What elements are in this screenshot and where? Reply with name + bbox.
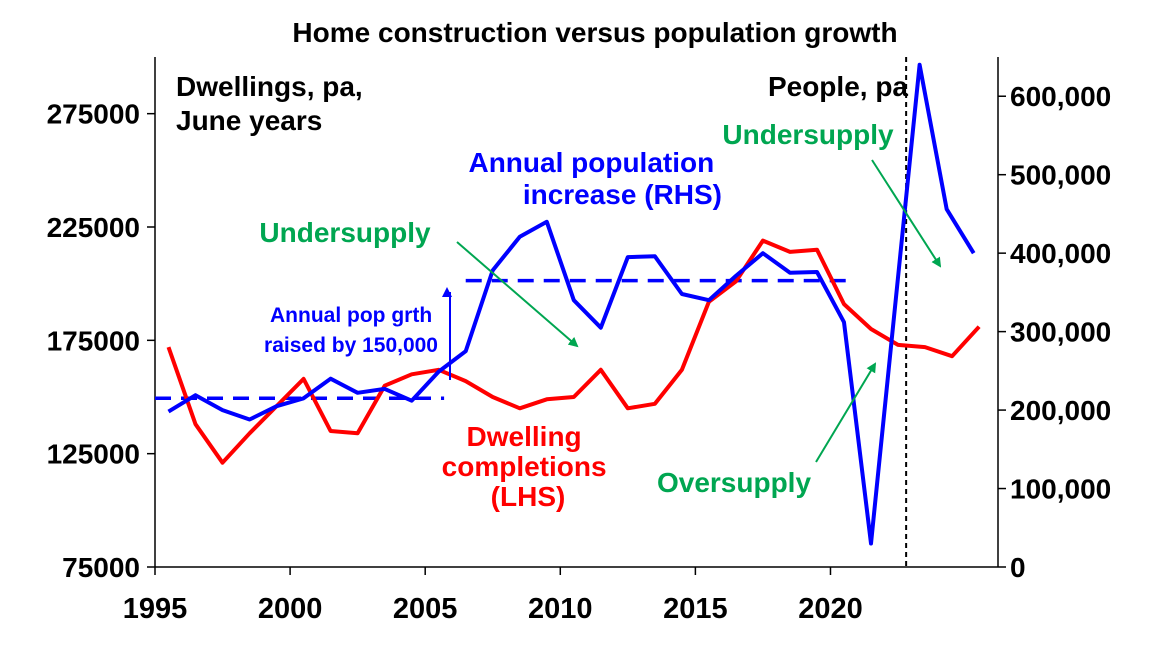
population-increase-line [167, 62, 976, 546]
x-tick-label: 2005 [393, 593, 458, 625]
right-tick-label: 300,000 [1010, 317, 1111, 348]
right-tick-label: 400,000 [1010, 238, 1111, 269]
population-label-line-1: Annual population [468, 147, 714, 178]
dwelling-completions-line [166, 238, 981, 465]
undersupply-arrow-2 [871, 159, 942, 268]
undersupply-label-1: Undersupply [259, 217, 431, 248]
left-tick-label: 175000 [47, 325, 140, 356]
chart-title: Home construction versus population grow… [292, 17, 897, 48]
dwelling-series-label: Dwelling completions (LHS) [442, 421, 615, 512]
oversupply-arrow [815, 362, 877, 463]
pop-growth-note: Annual pop grth raised by 150,000 [264, 304, 438, 357]
right-tick-label: 0 [1010, 552, 1026, 583]
oversupply-label: Oversupply [657, 467, 811, 498]
x-tick-label: 1995 [123, 593, 188, 625]
left-tick-label: 275000 [47, 99, 140, 130]
dwelling-label-line-2: completions [442, 451, 607, 482]
left-tick-label: 75000 [62, 552, 140, 583]
x-axis-ticks: 1995 2000 2005 2010 2015 2020 [123, 567, 863, 625]
undersupply-label-2: Undersupply [722, 119, 894, 150]
population-label-line-2: increase (RHS) [523, 179, 722, 210]
dwelling-label-line-1: Dwelling [467, 421, 582, 452]
x-tick-label: 2010 [528, 593, 593, 625]
left-axis-label-line-2: June years [176, 105, 322, 136]
left-tick-label: 225000 [47, 212, 140, 243]
pop-growth-note-line-2: raised by 150,000 [264, 334, 438, 357]
right-tick-label: 200,000 [1010, 395, 1111, 426]
left-axis-label-line-1: Dwellings, pa, [176, 71, 363, 102]
dwelling-label-line-3: (LHS) [491, 481, 566, 512]
pop-growth-note-line-1: Annual pop grth [270, 304, 432, 327]
right-tick-label: 600,000 [1010, 81, 1111, 112]
x-tick-label: 2000 [258, 593, 323, 625]
right-tick-label: 100,000 [1010, 474, 1111, 505]
right-tick-label: 500,000 [1010, 160, 1111, 191]
right-axis-ticks: 0 100,000 200,000 300,000 400,000 500,000 600,… [998, 81, 1111, 583]
left-axis-ticks: 75000 125000 175000 225000 275000 [47, 99, 155, 583]
x-tick-label: 2015 [663, 593, 728, 625]
left-tick-label: 125000 [47, 439, 140, 470]
undersupply-arrow-1 [456, 241, 579, 348]
right-axis-label: People, pa [768, 71, 908, 102]
left-axis-label: Dwellings, pa, June years [176, 71, 370, 136]
x-tick-label: 2020 [798, 593, 863, 625]
population-series-label: Annual population increase (RHS) [468, 147, 722, 210]
